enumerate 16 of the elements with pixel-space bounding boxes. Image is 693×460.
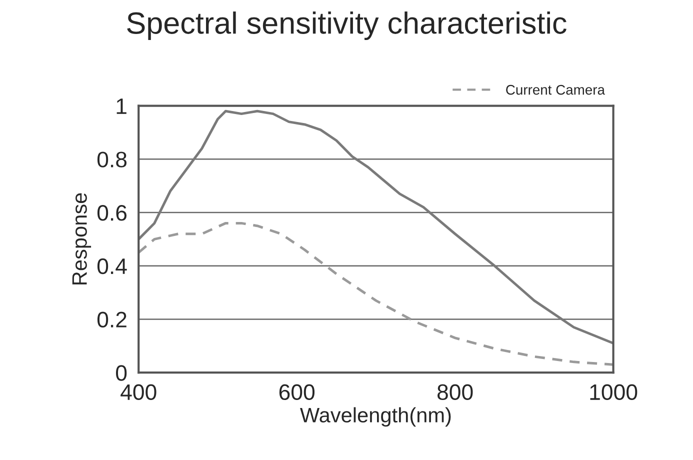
line-series <box>138 110 614 344</box>
chart-title: Spectral sensitivity characteristic <box>127 12 566 40</box>
line-series <box>138 222 614 366</box>
legend-label: Current Camera <box>506 84 605 95</box>
x-tick-label: 600 <box>279 384 315 400</box>
y-tick-label: 1 <box>116 98 126 114</box>
x-axis-title: Wavelength(nm) <box>300 407 451 427</box>
y-tick-label: 0.4 <box>97 258 127 274</box>
y-axis-title: Response <box>72 193 92 284</box>
x-tick-label: 800 <box>438 384 473 400</box>
y-tick-label: 0.8 <box>97 152 127 168</box>
x-tick-label: 1000 <box>590 384 638 400</box>
y-tick-label: 0.6 <box>97 205 127 221</box>
y-tick-label: 0.2 <box>97 312 126 328</box>
x-tick-label: 400 <box>120 384 156 400</box>
y-tick-label: 0 <box>116 365 127 381</box>
